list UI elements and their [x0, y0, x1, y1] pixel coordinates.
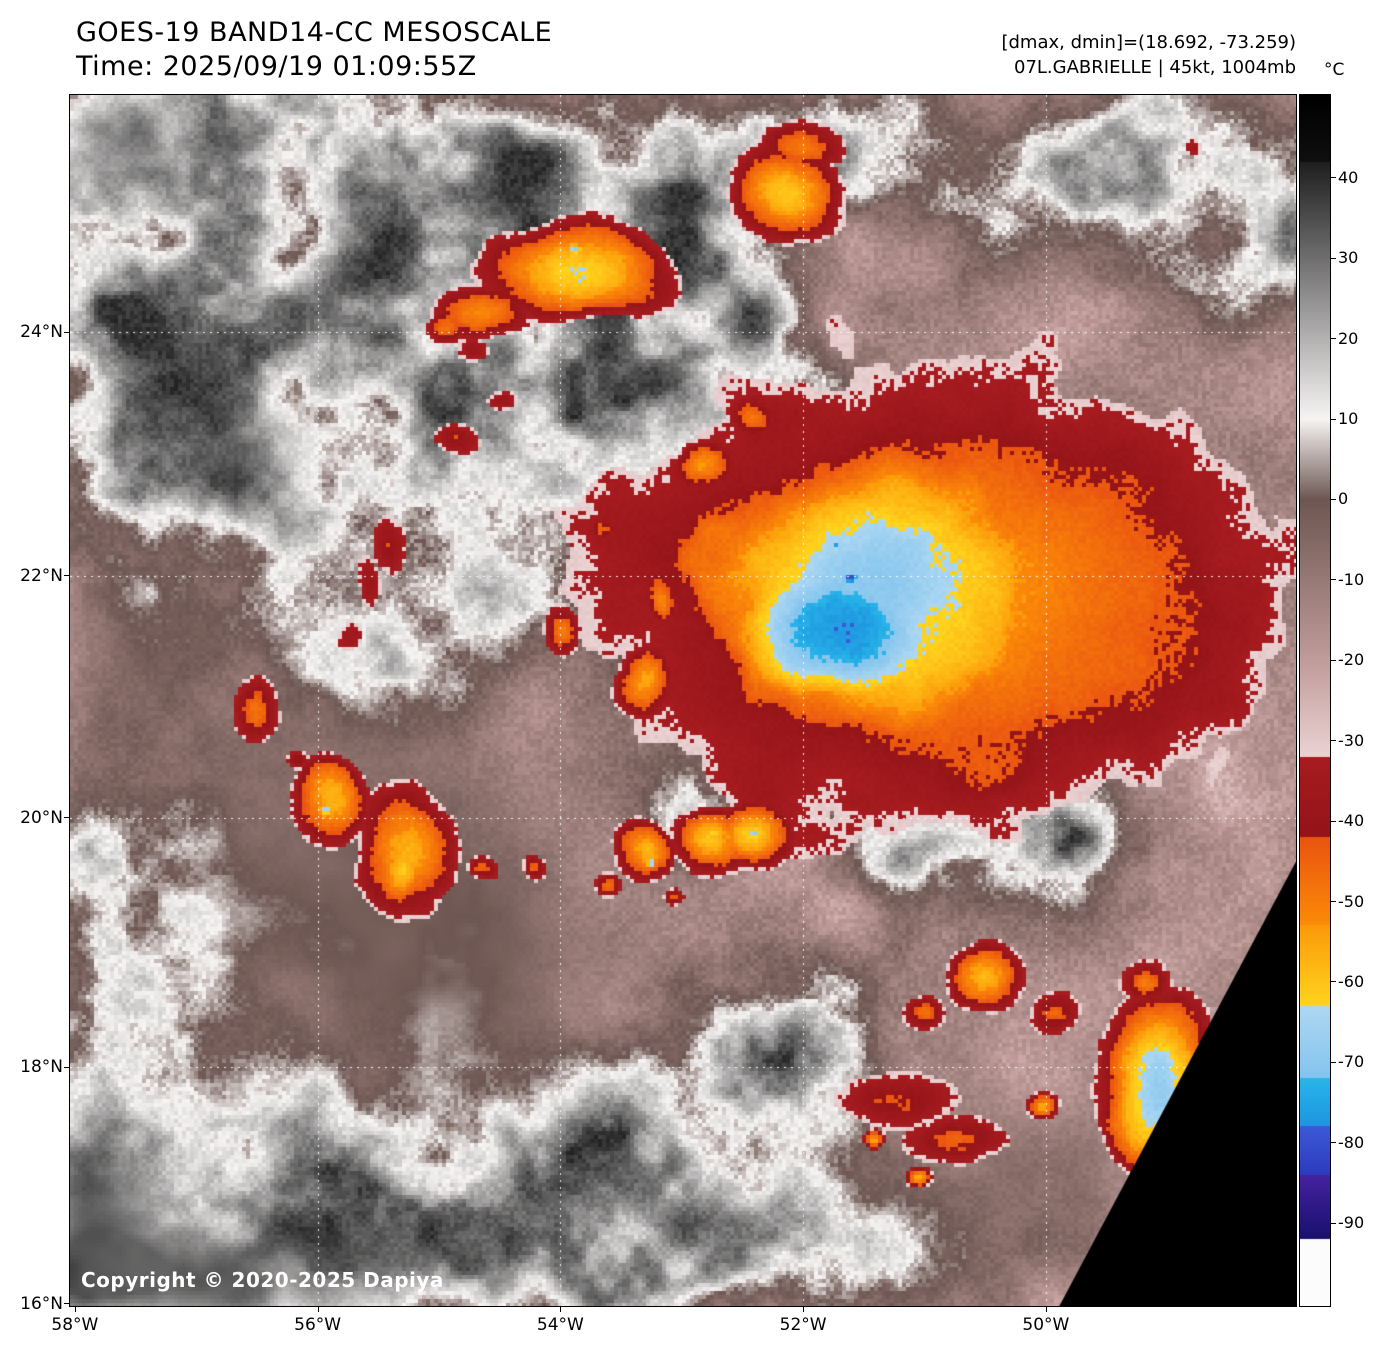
- map-plot-frame: [69, 94, 1297, 1307]
- colorbar-tick-label: -90: [1338, 1213, 1365, 1233]
- colorbar-tick-label: 40: [1338, 167, 1359, 187]
- dmax-dmin-readout: [dmax, dmin]=(18.692, -73.259): [1001, 32, 1296, 53]
- lon-tick-mark: [803, 1307, 805, 1312]
- colorbar-tick-label: -40: [1338, 811, 1365, 831]
- colorbar-tick-label: -80: [1338, 1132, 1365, 1152]
- lon-tick-label: 52°W: [779, 1315, 827, 1335]
- info-block: [dmax, dmin]=(18.692, -73.259) 07L.GABRI…: [1001, 30, 1296, 80]
- lon-tick-mark: [74, 1307, 76, 1312]
- storm-info: 07L.GABRIELLE | 45kt, 1004mb: [1014, 57, 1296, 78]
- colorbar-tick-label: -20: [1338, 650, 1365, 670]
- lon-tick-label: 58°W: [51, 1315, 99, 1335]
- colorbar-tick-label: -60: [1338, 971, 1365, 991]
- colorbar-tick-label: 10: [1338, 409, 1359, 429]
- colorbar-tick-mark: [1331, 659, 1336, 661]
- lat-tick-label: 18°N: [20, 1057, 63, 1078]
- colorbar-tick-mark: [1331, 418, 1336, 420]
- lat-tick-mark: [64, 1303, 69, 1305]
- colorbar-tick-label: 30: [1338, 248, 1359, 268]
- colorbar-tick-mark: [1331, 740, 1336, 742]
- colorbar-canvas: [1300, 95, 1330, 1306]
- colorbar-tick-mark: [1331, 257, 1336, 259]
- lon-tick-label: 54°W: [536, 1315, 584, 1335]
- lon-tick-label: 50°W: [1022, 1315, 1070, 1335]
- title-block: GOES-19 BAND14-CC MESOSCALE Time: 2025/0…: [76, 16, 552, 84]
- colorbar-unit-label: °C: [1324, 60, 1345, 80]
- lat-tick-mark: [64, 575, 69, 577]
- lon-tick-mark: [560, 1307, 562, 1312]
- colorbar-tick-mark: [1331, 981, 1336, 983]
- lon-tick-mark: [317, 1307, 319, 1312]
- colorbar-tick-label: -70: [1338, 1052, 1365, 1072]
- colorbar-tick-mark: [1331, 1222, 1336, 1224]
- colorbar-tick-mark: [1331, 177, 1336, 179]
- lat-tick-mark: [64, 331, 69, 333]
- lat-tick-label: 22°N: [20, 565, 63, 586]
- colorbar-frame: [1299, 94, 1331, 1307]
- lon-tick-label: 56°W: [294, 1315, 342, 1335]
- colorbar-tick-label: 0: [1338, 489, 1349, 509]
- colorbar-tick-label: -30: [1338, 730, 1365, 750]
- timestamp: Time: 2025/09/19 01:09:55Z: [76, 51, 477, 82]
- lat-tick-mark: [64, 817, 69, 819]
- colorbar-tick-label: -10: [1338, 569, 1365, 589]
- colorbar-tick-mark: [1331, 1061, 1336, 1063]
- colorbar-tick-mark: [1331, 579, 1336, 581]
- colorbar-tick-label: 20: [1338, 328, 1359, 348]
- lat-tick-label: 20°N: [20, 807, 63, 828]
- colorbar-tick-mark: [1331, 1142, 1336, 1144]
- copyright-label: Copyright © 2020-2025 Dapiya: [81, 1268, 444, 1292]
- colorbar-tick-mark: [1331, 820, 1336, 822]
- lat-tick-label: 24°N: [20, 322, 63, 343]
- colorbar-tick-label: -50: [1338, 891, 1365, 911]
- colorbar-tick-mark: [1331, 338, 1336, 340]
- colorbar-tick-mark: [1331, 901, 1336, 903]
- colorbar-tick-mark: [1331, 498, 1336, 500]
- lon-tick-mark: [1045, 1307, 1047, 1312]
- lat-tick-mark: [64, 1066, 69, 1068]
- lat-tick-label: 16°N: [20, 1293, 63, 1314]
- page-title: GOES-19 BAND14-CC MESOSCALE: [76, 17, 553, 48]
- satellite-imagery-canvas: [70, 95, 1296, 1306]
